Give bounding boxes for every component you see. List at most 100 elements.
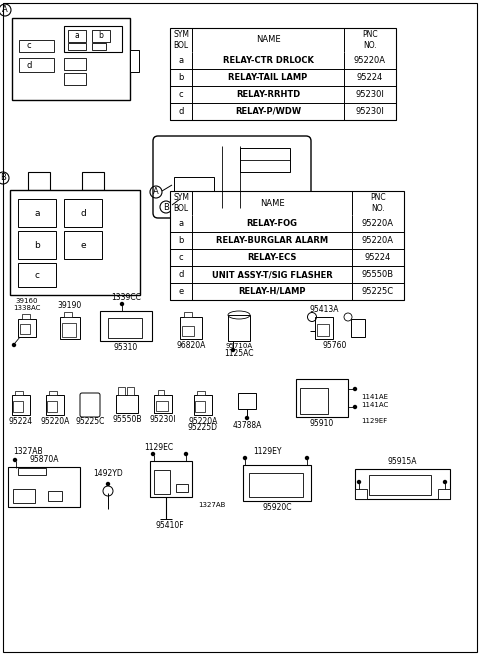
Text: RELAY-TAIL LAMP: RELAY-TAIL LAMP — [228, 73, 308, 82]
Text: b: b — [98, 31, 103, 41]
Bar — [351, 319, 365, 337]
Text: RELAY-CTR DRLOCK: RELAY-CTR DRLOCK — [223, 56, 313, 65]
Bar — [118, 387, 125, 395]
Text: 95760: 95760 — [323, 341, 347, 350]
Circle shape — [353, 388, 357, 390]
Text: 95230I: 95230I — [356, 90, 384, 99]
Text: 95230I: 95230I — [150, 415, 176, 424]
Text: 1338AC: 1338AC — [13, 305, 41, 311]
Text: RELAY-FOG: RELAY-FOG — [247, 219, 298, 228]
Text: c: c — [35, 271, 39, 280]
Text: A: A — [153, 187, 159, 196]
Bar — [158, 390, 164, 395]
Text: 95224: 95224 — [9, 417, 33, 426]
Text: A: A — [2, 5, 8, 14]
Bar — [18, 199, 56, 227]
Text: 1339CC: 1339CC — [111, 293, 141, 301]
Bar — [154, 470, 170, 494]
FancyBboxPatch shape — [153, 136, 311, 218]
Bar — [60, 317, 80, 339]
Text: d: d — [80, 208, 86, 217]
Text: 1125AC: 1125AC — [224, 348, 254, 358]
Bar — [130, 50, 139, 72]
Text: 1129EF: 1129EF — [361, 418, 387, 424]
Bar — [180, 317, 202, 339]
Text: 95550B: 95550B — [362, 270, 394, 279]
Text: B: B — [163, 202, 169, 212]
Text: e: e — [179, 287, 184, 296]
Bar — [22, 314, 30, 319]
Text: d: d — [26, 60, 32, 69]
Bar — [174, 177, 214, 195]
Text: 95413A: 95413A — [309, 305, 339, 314]
Text: d: d — [178, 107, 184, 116]
Circle shape — [243, 457, 247, 460]
Text: 95710A: 95710A — [226, 343, 252, 349]
Circle shape — [444, 481, 446, 483]
Text: 43788A: 43788A — [232, 421, 262, 430]
Text: 1492YD: 1492YD — [93, 468, 123, 477]
Text: b: b — [178, 73, 184, 82]
Bar — [182, 326, 194, 336]
Text: e: e — [80, 240, 86, 250]
Bar — [19, 40, 54, 52]
Text: 95220A: 95220A — [188, 417, 218, 426]
Bar — [317, 324, 329, 336]
Text: 95230I: 95230I — [356, 107, 384, 116]
Bar — [240, 148, 290, 172]
Circle shape — [152, 453, 155, 455]
Text: a: a — [74, 31, 79, 41]
Bar — [154, 395, 172, 413]
Circle shape — [358, 481, 360, 483]
Bar — [13, 489, 35, 503]
Bar — [19, 58, 54, 72]
Bar — [170, 191, 404, 300]
Text: 95310: 95310 — [114, 343, 138, 352]
Bar — [15, 391, 23, 395]
Text: 95915A: 95915A — [387, 457, 417, 466]
Circle shape — [12, 343, 15, 346]
Bar — [18, 263, 56, 287]
Bar — [195, 401, 205, 412]
Text: d: d — [178, 270, 184, 279]
Text: 1327AB: 1327AB — [13, 447, 43, 457]
Text: 95920C: 95920C — [262, 502, 292, 512]
Bar — [116, 395, 138, 413]
Text: 95225C: 95225C — [362, 287, 394, 296]
Bar — [49, 391, 57, 395]
Bar — [197, 391, 205, 395]
Bar — [64, 73, 86, 85]
Text: 95410F: 95410F — [156, 521, 184, 529]
Text: 96820A: 96820A — [176, 341, 206, 350]
Bar — [8, 467, 80, 507]
Text: a: a — [179, 56, 183, 65]
Bar — [64, 26, 122, 52]
Text: b: b — [178, 236, 184, 245]
Bar — [12, 395, 30, 415]
Text: RELAY-P/WDW: RELAY-P/WDW — [235, 107, 301, 116]
Text: SYM
BOL: SYM BOL — [173, 193, 189, 213]
Bar — [228, 315, 250, 341]
Text: B: B — [0, 174, 6, 183]
Text: 95220A: 95220A — [354, 56, 386, 65]
Text: 95870A: 95870A — [29, 455, 59, 464]
Bar — [238, 393, 256, 409]
Bar — [355, 469, 450, 499]
Text: UNIT ASSY-T/SIG FLASHER: UNIT ASSY-T/SIG FLASHER — [212, 270, 332, 279]
Text: 95220A: 95220A — [362, 236, 394, 245]
Circle shape — [184, 453, 188, 455]
Bar — [28, 172, 50, 190]
Text: b: b — [34, 240, 40, 250]
Text: RELAY-BURGLAR ALARM: RELAY-BURGLAR ALARM — [216, 236, 328, 245]
Text: 39160: 39160 — [16, 298, 38, 304]
Bar — [127, 387, 134, 395]
Text: 1327AB: 1327AB — [198, 502, 226, 508]
Bar — [300, 388, 328, 414]
Bar — [243, 465, 311, 501]
Text: 1129EC: 1129EC — [144, 443, 173, 451]
Text: 1141AE: 1141AE — [361, 394, 388, 400]
Text: 95224: 95224 — [365, 253, 391, 262]
Bar — [68, 30, 86, 42]
Text: a: a — [179, 219, 183, 228]
Bar — [315, 317, 333, 339]
